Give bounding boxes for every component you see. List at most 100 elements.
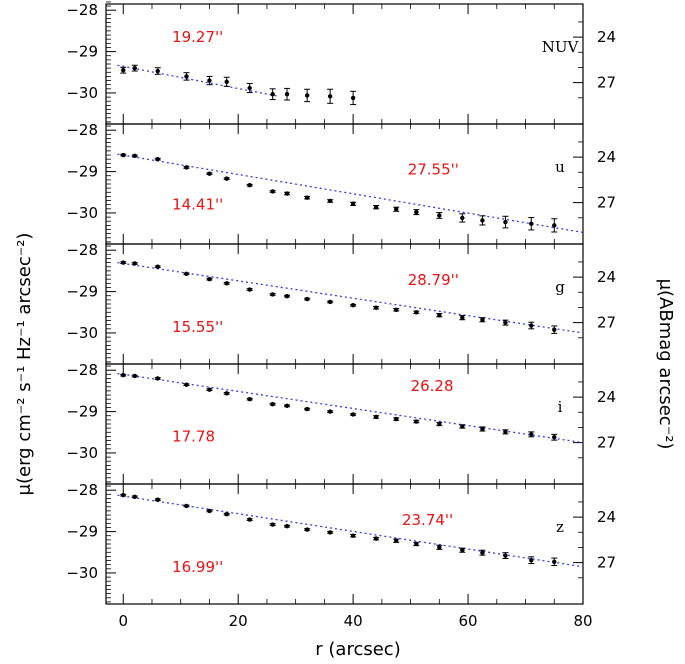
data-point	[393, 538, 400, 543]
data-point	[206, 75, 213, 86]
data-marker	[132, 494, 137, 500]
y-tick-label-left: −28	[66, 121, 98, 139]
y-tick-label-left: −28	[66, 481, 98, 499]
panel-z: −28 −29 −30 24 27 23.74'' 16.99'' z	[66, 481, 616, 605]
data-point	[206, 276, 213, 282]
data-marker	[327, 94, 333, 99]
data-marker	[224, 391, 229, 396]
x-tick-label: 60	[459, 612, 478, 630]
data-point	[246, 82, 253, 94]
data-point	[284, 524, 291, 529]
y-tick-label-left: −28	[66, 1, 98, 19]
data-point	[154, 156, 161, 162]
data-point	[350, 201, 357, 207]
data-marker	[224, 281, 229, 286]
data-point	[551, 433, 558, 441]
data-point	[154, 264, 161, 269]
data-marker	[529, 557, 534, 563]
panel-i: −28 −29 −30 24 27 26.28 17.78 i	[66, 361, 616, 485]
data-marker	[270, 401, 275, 407]
data-point	[304, 406, 311, 412]
data-point	[528, 556, 535, 564]
annotation-label: 14.41''	[172, 196, 223, 214]
data-marker	[394, 207, 399, 212]
y-tick-label-left: −29	[66, 403, 98, 421]
data-marker	[437, 312, 442, 318]
data-marker	[184, 271, 189, 276]
data-marker	[327, 198, 333, 204]
data-point	[502, 429, 509, 435]
data-marker	[184, 74, 189, 79]
x-tick-label: 80	[573, 612, 592, 630]
data-marker	[224, 512, 229, 517]
data-point	[269, 189, 276, 194]
data-marker	[373, 536, 379, 541]
data-point	[154, 376, 161, 381]
x-tick-label: 20	[229, 612, 248, 630]
data-point	[393, 416, 400, 422]
data-marker	[394, 538, 399, 543]
x-tick-label: 40	[344, 612, 363, 630]
data-point	[350, 533, 357, 538]
x-tick-label: 0	[118, 612, 128, 630]
y-tick-label-right: 27	[597, 554, 616, 572]
data-marker	[480, 550, 485, 555]
data-marker	[304, 406, 310, 412]
data-marker	[121, 372, 126, 378]
data-point	[528, 321, 535, 330]
data-point	[327, 299, 334, 305]
data-point	[269, 522, 276, 527]
data-marker	[247, 287, 252, 292]
fit-line	[117, 261, 584, 334]
data-marker	[529, 221, 534, 226]
data-marker	[155, 264, 160, 269]
data-point	[479, 317, 486, 323]
data-point	[393, 206, 400, 212]
data-marker	[327, 530, 333, 535]
y-tick-label-right: 27	[597, 74, 616, 92]
data-marker	[284, 293, 290, 299]
data-point	[413, 419, 420, 424]
data-marker	[284, 92, 290, 97]
y-axis-title-right: μ(ABmag arcsec⁻²)	[655, 279, 676, 450]
fit-line	[117, 64, 279, 97]
data-marker	[327, 409, 333, 414]
data-point	[459, 315, 466, 321]
annotation-label: 26.28	[411, 377, 454, 395]
data-marker	[503, 320, 508, 325]
data-point	[223, 281, 230, 286]
x-axis-title: r (arcsec)	[315, 639, 400, 660]
data-point	[120, 152, 127, 158]
data-point	[206, 387, 213, 392]
data-point	[350, 412, 357, 417]
data-marker	[270, 292, 275, 297]
data-point	[206, 171, 213, 176]
data-marker	[270, 189, 275, 194]
data-point	[350, 303, 357, 308]
y-tick-label-left: −30	[66, 444, 98, 462]
data-point	[327, 530, 334, 535]
data-marker	[503, 553, 508, 558]
data-marker	[529, 432, 534, 437]
data-point	[223, 391, 230, 396]
data-point	[269, 88, 276, 101]
data-marker	[460, 548, 465, 553]
data-marker	[247, 396, 252, 402]
fit-line	[117, 153, 584, 234]
data-marker	[224, 79, 229, 84]
data-point	[413, 310, 420, 315]
band-label: NUV	[542, 38, 580, 56]
annotation-label: 28.79''	[408, 271, 459, 289]
data-marker	[132, 153, 137, 159]
data-point	[502, 215, 509, 229]
data-marker	[414, 541, 419, 547]
data-point	[551, 325, 558, 334]
data-point	[246, 396, 253, 402]
data-point	[436, 212, 443, 219]
data-marker	[207, 508, 212, 514]
data-marker	[414, 419, 419, 424]
data-marker	[207, 276, 212, 282]
annotation-label: 15.55''	[172, 318, 223, 336]
data-marker	[503, 429, 508, 435]
